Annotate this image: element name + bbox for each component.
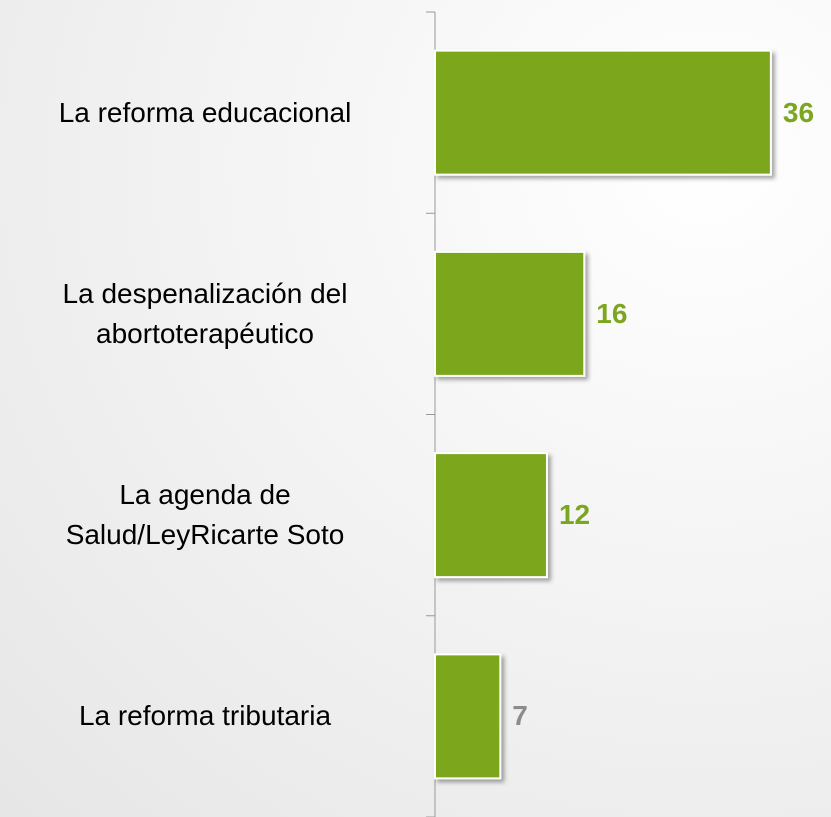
bar bbox=[434, 250, 586, 377]
value-label: 16 bbox=[596, 297, 628, 329]
bar bbox=[434, 653, 502, 780]
category-label: La agenda de Salud/LeyRicarte Soto bbox=[65, 479, 345, 551]
value-label: 36 bbox=[782, 96, 815, 128]
value-label: 7 bbox=[512, 700, 528, 732]
category-label: La reforma tributaria bbox=[78, 700, 332, 732]
bar bbox=[434, 452, 548, 579]
category-label: La despenalización del abortoterapéutico bbox=[62, 277, 348, 349]
category-label: La reforma educacional bbox=[58, 96, 352, 128]
bar bbox=[434, 49, 772, 176]
value-label: 12 bbox=[558, 499, 591, 531]
